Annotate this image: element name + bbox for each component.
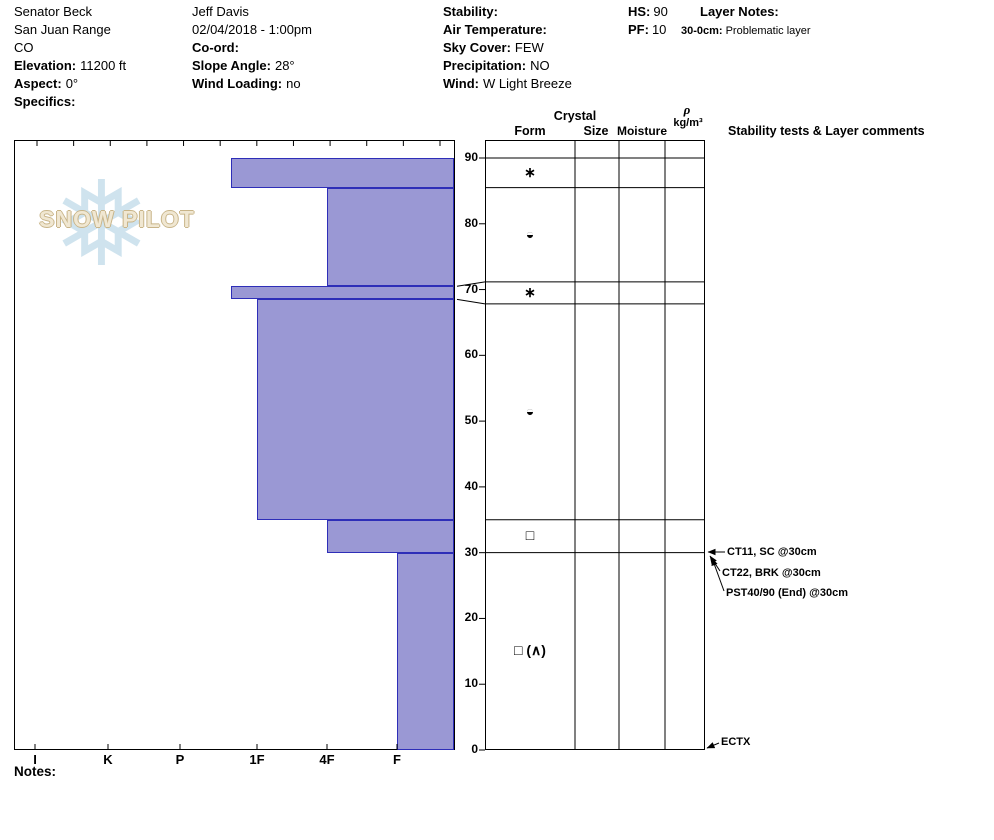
grain-form-symbol: ◒ (525, 225, 535, 242)
air-temperature-label: Air Temperature: (443, 22, 547, 37)
sky-cover-label: Sky Cover: (443, 40, 511, 55)
grain-form-symbol: ◒ (525, 402, 535, 419)
elevation-value: 11200 ft (80, 58, 127, 73)
slope-angle-value: 28° (274, 58, 295, 73)
wind-loading-label: Wind Loading: (192, 76, 283, 91)
layer-table-frame (485, 140, 705, 750)
snowpilot-logo-text: SNOW PILOT (39, 206, 195, 232)
snow-layer-bar (231, 286, 454, 300)
hardness-tick-label: P (175, 752, 185, 767)
elevation-label: Elevation: (14, 58, 77, 73)
stability-test-annotation: ECTX (721, 736, 751, 748)
grain-form-symbol: □ (525, 527, 535, 544)
layer-notes-title: Layer Notes: (700, 4, 779, 19)
hardness-tick-label: F (393, 752, 401, 767)
site-elevation: Elevation: 11200 ft (14, 58, 126, 74)
hardness-tick-label: K (103, 752, 113, 767)
snow-layer-bar (231, 158, 454, 188)
sky-cover-value: FEW (514, 40, 544, 55)
site-aspect: Aspect: 0° (14, 76, 78, 92)
stability-test-annotation: CT22, BRK @30cm (722, 567, 821, 579)
coord-label: Co-ord: (192, 40, 239, 55)
depth-tick-label: 70 (464, 281, 478, 296)
column-header-form: Form (514, 124, 546, 138)
annotation-arrow (706, 742, 720, 749)
column-header-density-unit: kg/m³ (673, 117, 703, 129)
sky-cover: Sky Cover: FEW (443, 40, 544, 56)
stability-test-annotation: CT11, SC @30cm (727, 546, 817, 558)
stability-label: Stability: (443, 4, 498, 19)
annotation-arrow (709, 555, 721, 572)
hs-label: HS: (628, 4, 651, 19)
wind-loading: Wind Loading: no (192, 76, 301, 92)
column-header-stability: Stability tests & Layer comments (728, 124, 925, 138)
snowflake-icon: ❅ (52, 159, 151, 291)
wind-value: W Light Breeze (482, 76, 572, 91)
hs-value: 90 (653, 4, 668, 19)
depth-tick-label: 90 (464, 150, 478, 164)
grain-form-symbol: ∗ (524, 283, 536, 300)
precipitation-value: NO (530, 58, 550, 73)
layer-note: 30-0cm: Problematic layer (681, 23, 811, 39)
wind-label: Wind: (443, 76, 479, 91)
site-name: Senator Beck (14, 4, 93, 19)
depth-tick-label: 80 (464, 215, 478, 230)
slope-angle-label: Slope Angle: (192, 58, 271, 73)
column-header-moisture: Moisture (616, 124, 667, 138)
hardness-tick-label: 4F (319, 752, 335, 767)
pit-depth: PF: 10 (628, 22, 666, 38)
hardness-tick-label: 1F (249, 752, 265, 767)
depth-tick-label: 20 (464, 610, 478, 625)
specifics-label: Specifics: (14, 94, 76, 109)
column-header-size: Size (583, 124, 609, 138)
observation-datetime: 02/04/2018 - 1:00pm (192, 22, 312, 37)
site-range: San Juan Range (14, 22, 111, 37)
wind: Wind: W Light Breeze (443, 76, 572, 92)
profile-chart-frame (14, 140, 455, 750)
chart-line (456, 298, 486, 305)
depth-tick-label: 40 (464, 478, 478, 493)
notes-label: Notes: (14, 764, 57, 779)
layer-note-range: 30-0cm: (681, 25, 723, 37)
hardness-tick-label: I (33, 752, 37, 767)
wind-loading-value: no (286, 76, 301, 91)
snow-layer-bar (257, 299, 454, 520)
stability-test-annotation: PST40/90 (End) @30cm (726, 587, 848, 599)
aspect-label: Aspect: (14, 76, 62, 91)
snow-layer-bar (327, 187, 454, 287)
pf-value: 10 (651, 22, 667, 37)
snow-layer-bar (327, 519, 454, 553)
slope-angle: Slope Angle: 28° (192, 58, 295, 74)
depth-tick-label: 10 (464, 676, 478, 691)
site-state: CO (14, 40, 34, 55)
precipitation-label: Precipitation: (443, 58, 527, 73)
depth-tick-label: 50 (464, 413, 478, 428)
snow-layer-bar (397, 552, 454, 750)
depth-tick-label: 60 (464, 347, 478, 362)
column-header-density-symbol: ρ (683, 102, 691, 117)
grain-form-symbol: □ (∧) (514, 642, 546, 659)
pf-label: PF: (628, 22, 649, 37)
depth-tick-label: 30 (464, 544, 478, 559)
column-header-crystal: Crystal (553, 109, 597, 123)
snow-height-total: HS: 90 (628, 4, 668, 20)
precipitation: Precipitation: NO (443, 58, 550, 74)
observer-name: Jeff Davis (192, 4, 249, 19)
aspect-value: 0° (65, 76, 79, 91)
depth-tick-label: 0 (471, 742, 478, 756)
grain-form-symbol: ∗ (524, 163, 536, 180)
layer-note-text: Problematic layer (725, 25, 811, 37)
